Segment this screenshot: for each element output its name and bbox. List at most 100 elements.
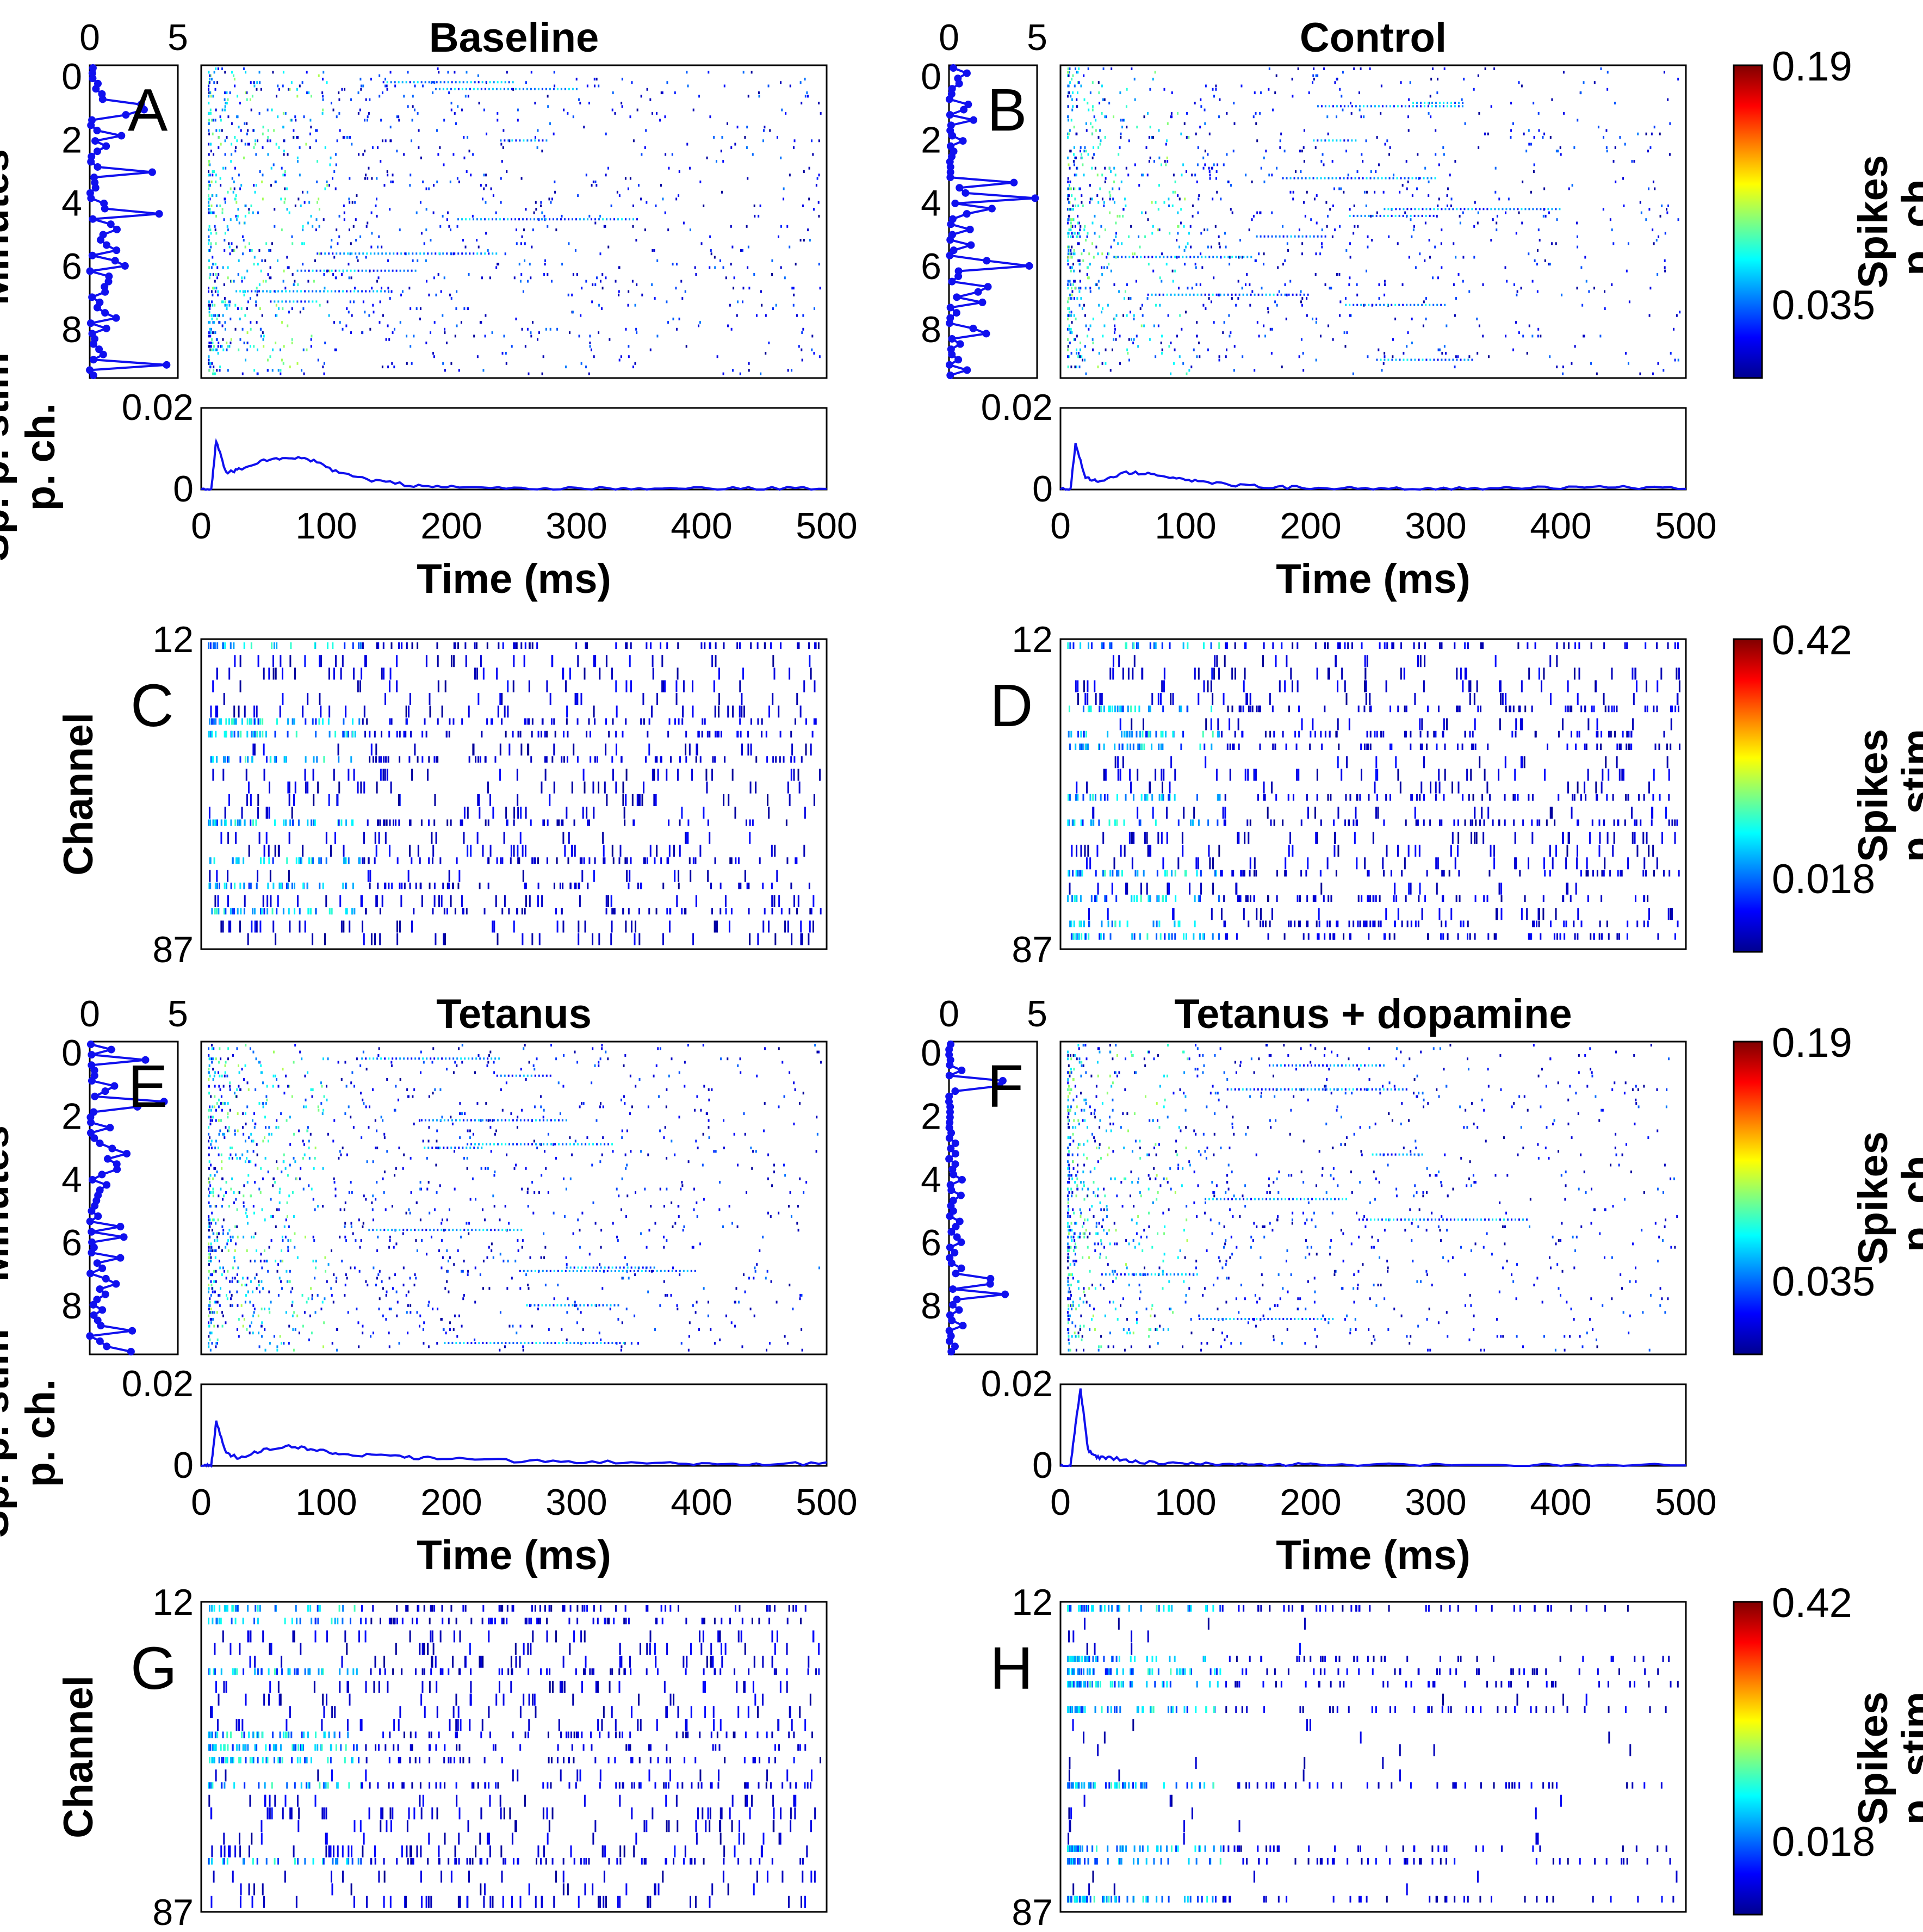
raster-mark	[1089, 290, 1091, 293]
raster-mark	[716, 355, 718, 358]
raster-mark	[1369, 177, 1372, 179]
raster-mark	[365, 174, 367, 177]
raster-mark	[1113, 338, 1115, 341]
raster-mark	[1508, 197, 1510, 201]
raster-mark	[493, 81, 495, 84]
raster-mark	[1097, 366, 1099, 369]
raster-mark	[1085, 122, 1087, 125]
channel-mark	[748, 908, 750, 915]
channel-mark	[553, 744, 555, 756]
raster-mark	[336, 139, 338, 143]
raster-mark	[1082, 259, 1084, 262]
raster-mark	[1215, 170, 1218, 173]
raster-mark	[1147, 218, 1149, 221]
raster-mark	[1439, 102, 1441, 104]
channel-mark	[1207, 680, 1209, 692]
raster-mark	[1246, 273, 1248, 276]
raster-mark	[1447, 102, 1449, 104]
raster-mark	[714, 266, 716, 269]
raster-mark	[1108, 252, 1110, 256]
raster-mark	[229, 187, 232, 190]
channel-mark	[1214, 655, 1216, 667]
raster-mark	[1207, 348, 1209, 351]
raster-mark	[1454, 366, 1456, 369]
channel-mark	[1186, 705, 1188, 713]
raster-mark	[524, 259, 526, 262]
raster-mark	[1339, 88, 1341, 91]
raster-mark	[316, 180, 318, 183]
raster-mark	[376, 197, 378, 201]
raster-mark	[324, 187, 326, 190]
raster-mark	[478, 102, 480, 104]
raster-mark	[592, 180, 594, 183]
channel-mark	[261, 908, 263, 915]
psth-y-tick-label: 0.02	[981, 387, 1053, 428]
raster-mark	[323, 362, 325, 365]
raster-mark	[1437, 77, 1439, 81]
raster-mark	[1172, 190, 1174, 194]
raster-mark	[1302, 146, 1305, 149]
channel-mark	[741, 705, 743, 718]
raster-mark	[1606, 71, 1609, 74]
raster-mark	[1627, 242, 1629, 245]
raster-mark	[208, 314, 210, 317]
raster-mark	[468, 273, 470, 276]
raster-mark	[789, 174, 791, 177]
raster-mark	[575, 218, 578, 221]
channel-mark	[715, 730, 717, 738]
channel-mark	[809, 655, 811, 667]
channel-mark	[413, 908, 415, 915]
channel-mark	[1574, 642, 1577, 649]
raster-mark	[511, 139, 513, 142]
raster-mark	[323, 372, 325, 375]
raster-mark	[1422, 208, 1424, 210]
raster-mark	[489, 276, 491, 280]
raster-mark	[1453, 283, 1455, 286]
raster-mark	[588, 214, 591, 218]
raster-mark	[323, 290, 325, 293]
raster-mark	[227, 369, 229, 372]
raster-mark	[540, 205, 542, 207]
raster-mark	[226, 91, 228, 95]
raster-mark	[224, 108, 226, 112]
raster-mark	[1070, 283, 1072, 286]
raster-mark	[1077, 205, 1080, 207]
channel-mark	[383, 756, 385, 763]
raster-mark	[260, 88, 262, 91]
raster-mark	[1596, 372, 1598, 375]
channel-mark	[225, 730, 227, 738]
raster-mark	[1231, 297, 1233, 300]
raster-mark	[443, 327, 445, 331]
raster-mark	[212, 194, 214, 197]
channel-mark	[1389, 705, 1392, 713]
raster-mark	[319, 290, 321, 293]
raster-mark	[660, 184, 662, 187]
channel-mark	[453, 655, 455, 667]
channel-mark	[756, 642, 759, 649]
channel-mark	[396, 655, 398, 667]
y-tick-label: 0	[61, 56, 82, 97]
raster-mark	[516, 242, 518, 245]
channel-mark	[270, 756, 272, 763]
raster-mark	[1371, 239, 1373, 242]
raster-mark	[1184, 311, 1187, 314]
raster-mark	[1348, 283, 1350, 286]
channel-mark	[530, 756, 532, 763]
raster-mark	[322, 95, 324, 98]
channel-mark	[352, 730, 354, 738]
raster-mark	[449, 180, 451, 183]
channel-mark	[582, 769, 585, 781]
raster-mark	[447, 81, 449, 84]
raster-mark	[420, 81, 423, 84]
channel-mark	[222, 920, 224, 933]
channel-mark	[228, 667, 231, 680]
channel-mark	[1443, 718, 1445, 730]
raster-mark	[520, 177, 523, 180]
raster-mark	[1125, 205, 1127, 207]
raster-mark	[1244, 283, 1246, 286]
raster-mark	[452, 252, 455, 256]
raster-mark	[1488, 355, 1490, 358]
raster-mark	[629, 218, 631, 221]
channel-mark	[1320, 730, 1322, 738]
